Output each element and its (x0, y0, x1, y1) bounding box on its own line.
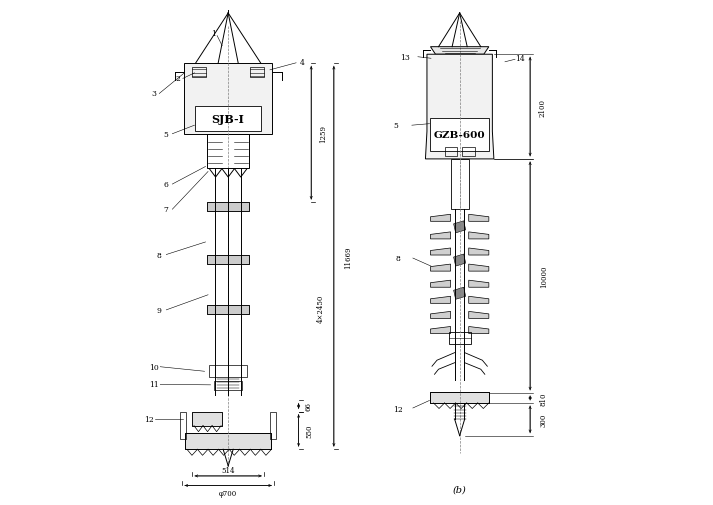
Text: 66: 66 (304, 401, 313, 411)
Text: 8: 8 (395, 255, 400, 263)
Polygon shape (431, 232, 451, 239)
Text: 3: 3 (152, 90, 157, 98)
Polygon shape (468, 281, 489, 288)
Bar (192, 412, 222, 426)
Polygon shape (453, 221, 466, 233)
Text: 4: 4 (300, 59, 305, 67)
Bar (445, 148, 457, 157)
Text: GZB-600: GZB-600 (434, 131, 486, 140)
Bar (448, 332, 471, 344)
Bar (185, 433, 271, 449)
Text: 1259: 1259 (319, 125, 327, 142)
Bar (185, 433, 271, 449)
Polygon shape (431, 281, 451, 288)
Text: 300: 300 (539, 413, 547, 426)
Text: 6: 6 (164, 181, 169, 189)
Text: 4×2450: 4×2450 (317, 293, 324, 322)
Polygon shape (431, 312, 451, 319)
Text: 2100: 2100 (539, 98, 547, 116)
Bar (207, 256, 250, 265)
Bar (207, 306, 250, 315)
Polygon shape (468, 297, 489, 304)
Bar (214, 381, 242, 390)
Text: 9: 9 (157, 306, 162, 314)
Text: 11669: 11669 (344, 245, 352, 268)
Text: 11: 11 (149, 381, 159, 388)
Polygon shape (431, 327, 451, 334)
Bar (431, 118, 489, 152)
Text: 12: 12 (144, 415, 154, 423)
Bar (192, 68, 206, 78)
Text: 8: 8 (157, 251, 162, 259)
Bar (184, 64, 272, 134)
Bar (207, 203, 250, 212)
Polygon shape (431, 265, 451, 272)
Text: (b): (b) (453, 485, 466, 494)
Bar (207, 306, 250, 315)
Bar (207, 203, 250, 212)
Polygon shape (431, 215, 451, 222)
Polygon shape (431, 297, 451, 304)
Bar (462, 148, 475, 157)
Bar (195, 107, 261, 132)
Text: 10000: 10000 (540, 265, 548, 287)
Bar (209, 366, 247, 378)
Text: 810: 810 (539, 391, 547, 405)
Bar (180, 412, 186, 439)
Text: 514: 514 (222, 466, 235, 474)
Bar (270, 412, 276, 439)
Bar (207, 256, 250, 265)
Bar (192, 412, 222, 426)
Polygon shape (468, 232, 489, 239)
Text: 550: 550 (306, 424, 314, 437)
Polygon shape (468, 265, 489, 272)
Polygon shape (468, 215, 489, 222)
Polygon shape (468, 248, 489, 256)
Text: 10: 10 (149, 363, 159, 371)
Text: 7: 7 (164, 206, 169, 214)
Polygon shape (431, 47, 489, 55)
Polygon shape (453, 255, 466, 267)
Text: φ700: φ700 (219, 488, 237, 496)
Text: 5: 5 (164, 130, 169, 138)
Bar (250, 68, 265, 78)
Text: 13: 13 (400, 54, 410, 62)
Polygon shape (468, 327, 489, 334)
Polygon shape (426, 55, 494, 160)
Text: 14: 14 (515, 55, 525, 63)
Polygon shape (468, 312, 489, 319)
Bar (207, 134, 250, 169)
Text: 5: 5 (394, 122, 398, 130)
Text: SJB-I: SJB-I (212, 114, 245, 125)
Text: 2: 2 (175, 75, 180, 83)
Text: 12: 12 (393, 405, 403, 413)
Polygon shape (431, 248, 451, 256)
Bar (451, 160, 468, 210)
Bar (431, 392, 489, 403)
Text: 1: 1 (210, 30, 215, 38)
Bar (431, 392, 489, 403)
Polygon shape (453, 288, 466, 299)
